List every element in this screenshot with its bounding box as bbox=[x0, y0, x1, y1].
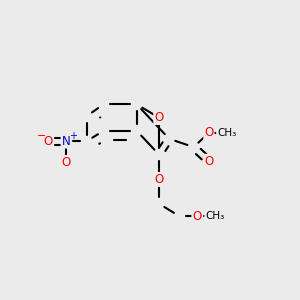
Text: CH₃: CH₃ bbox=[217, 128, 236, 138]
Text: O: O bbox=[61, 156, 71, 169]
Text: −: − bbox=[37, 131, 46, 141]
Text: O: O bbox=[154, 111, 164, 124]
Text: O: O bbox=[44, 135, 53, 148]
Text: +: + bbox=[69, 131, 77, 141]
Text: O: O bbox=[154, 173, 164, 186]
Text: CH₃: CH₃ bbox=[205, 211, 224, 221]
Text: O: O bbox=[193, 210, 202, 223]
Text: N: N bbox=[62, 135, 70, 148]
Text: O: O bbox=[204, 155, 214, 168]
Text: O: O bbox=[204, 126, 214, 140]
